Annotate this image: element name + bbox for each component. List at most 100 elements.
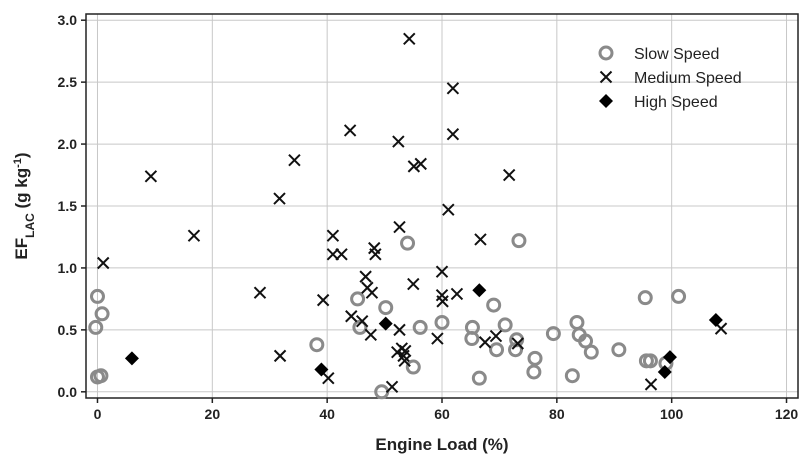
- data-point-medium-speed: [435, 265, 449, 278]
- data-point-slow-speed: [350, 291, 366, 307]
- data-point-slow-speed: [497, 317, 513, 333]
- data-point-slow-speed: [471, 370, 487, 386]
- data-point-medium-speed: [393, 323, 406, 337]
- data-point-medium-speed: [316, 293, 330, 307]
- data-point-high-speed: [662, 350, 677, 365]
- y-tick-label: 1.0: [58, 260, 78, 276]
- data-point-medium-speed: [407, 160, 421, 173]
- y-tick-label: 2.0: [58, 136, 78, 152]
- data-point-slow-speed: [489, 342, 505, 358]
- data-point-slow-speed: [526, 364, 542, 380]
- y-axis-title-unit-sup: -1: [12, 158, 24, 168]
- data-point-medium-speed: [365, 286, 379, 299]
- data-point-slow-speed: [564, 368, 580, 384]
- data-point-medium-speed: [355, 314, 369, 328]
- data-point-slow-speed: [94, 306, 110, 322]
- data-point-medium-speed: [403, 32, 416, 45]
- y-tick-label: 1.5: [58, 198, 78, 214]
- data-point-medium-speed: [399, 344, 412, 358]
- data-point-medium-speed: [407, 277, 420, 291]
- data-point-medium-speed: [369, 248, 382, 261]
- series-high-speed: [124, 283, 723, 379]
- data-point-medium-speed: [393, 220, 406, 234]
- data-point-medium-speed: [364, 328, 378, 342]
- x-tick-label: 80: [549, 406, 565, 422]
- data-point-medium-speed: [326, 229, 340, 242]
- legend-marker-medium-speed: [599, 70, 613, 84]
- data-point-medium-speed: [385, 380, 399, 394]
- data-point-medium-speed: [335, 248, 348, 261]
- y-axis-title-unit-close: ): [12, 152, 31, 158]
- data-point-slow-speed: [527, 350, 543, 366]
- data-point-slow-speed: [88, 319, 104, 335]
- data-point-high-speed: [472, 283, 487, 298]
- data-point-medium-speed: [474, 233, 487, 246]
- data-point-medium-speed: [345, 310, 358, 323]
- x-tick-label: 40: [319, 406, 335, 422]
- series-slow-speed: [88, 233, 687, 400]
- legend-items: Slow Speed Medium Speed High Speed: [598, 45, 742, 111]
- y-tick-label: 0.5: [58, 322, 78, 338]
- data-point-medium-speed: [431, 332, 444, 345]
- data-point-medium-speed: [511, 337, 525, 350]
- data-point-high-speed: [657, 364, 672, 379]
- series-medium-speed: [97, 32, 728, 394]
- data-point-medium-speed: [442, 203, 455, 216]
- data-point-medium-speed: [446, 127, 460, 141]
- data-point-slow-speed: [637, 290, 653, 306]
- data-point-slow-speed: [583, 344, 599, 360]
- data-point-medium-speed: [414, 157, 427, 171]
- data-point-slow-speed: [352, 319, 368, 335]
- data-point-medium-speed: [450, 287, 464, 301]
- data-point-medium-speed: [359, 270, 372, 283]
- data-point-medium-speed: [436, 295, 449, 308]
- x-tick-label: 100: [660, 406, 684, 422]
- x-tick-label: 0: [94, 406, 102, 422]
- data-point-medium-speed: [253, 286, 267, 299]
- legend-marker-slow-speed: [598, 45, 614, 61]
- data-point-medium-speed: [273, 192, 286, 205]
- data-point-medium-speed: [644, 378, 658, 391]
- data-point-slow-speed: [642, 353, 658, 369]
- y-axis-title-unit: (g kg: [12, 168, 31, 213]
- legend-label-slow-speed: Slow Speed: [634, 46, 719, 63]
- data-point-slow-speed: [671, 288, 687, 304]
- data-point-slow-speed: [611, 342, 627, 358]
- data-point-high-speed: [314, 362, 329, 377]
- legend-label-medium-speed: Medium Speed: [634, 70, 742, 87]
- x-tick-label: 120: [775, 406, 799, 422]
- data-point-medium-speed: [97, 256, 110, 270]
- legend-label-high-speed: High Speed: [634, 94, 718, 111]
- data-point-slow-speed: [569, 314, 585, 330]
- y-tick-label: 3.0: [58, 12, 78, 28]
- data-point-medium-speed: [144, 170, 158, 183]
- data-point-medium-speed: [446, 82, 460, 95]
- data-point-medium-speed: [187, 229, 201, 242]
- data-point-medium-speed: [273, 349, 287, 363]
- legend-item-slow-speed: Slow Speed: [598, 45, 719, 63]
- data-point-high-speed: [708, 312, 723, 327]
- data-point-slow-speed: [578, 333, 594, 349]
- y-axis-title-sub: LAC: [23, 213, 37, 238]
- data-point-medium-speed: [392, 135, 405, 148]
- legend-item-high-speed: High Speed: [599, 94, 718, 111]
- data-point-slow-speed: [545, 326, 561, 342]
- y-axis-title: EFLAC (g kg-1): [12, 152, 37, 259]
- data-point-slow-speed: [400, 235, 416, 251]
- data-point-slow-speed: [486, 297, 502, 313]
- data-point-slow-speed: [511, 233, 527, 249]
- legend-marker-high-speed: [599, 94, 613, 108]
- data-point-slow-speed: [89, 288, 105, 304]
- data-point-medium-speed: [343, 124, 357, 137]
- data-point-slow-speed: [412, 319, 428, 335]
- data-point-medium-speed: [288, 153, 301, 167]
- data-point-high-speed: [124, 351, 139, 366]
- data-point-slow-speed: [93, 368, 109, 384]
- data-point-slow-speed: [405, 359, 421, 375]
- data-point-medium-speed: [478, 336, 492, 349]
- data-point-slow-speed: [464, 319, 480, 335]
- x-axis-title: Engine Load (%): [375, 435, 508, 454]
- axis-ticks: 0 20 40 60 80 100 120 0.0 0.5 1.0 1.5 2.0 2.5 3.0: [58, 12, 799, 422]
- data-point-medium-speed: [322, 371, 335, 385]
